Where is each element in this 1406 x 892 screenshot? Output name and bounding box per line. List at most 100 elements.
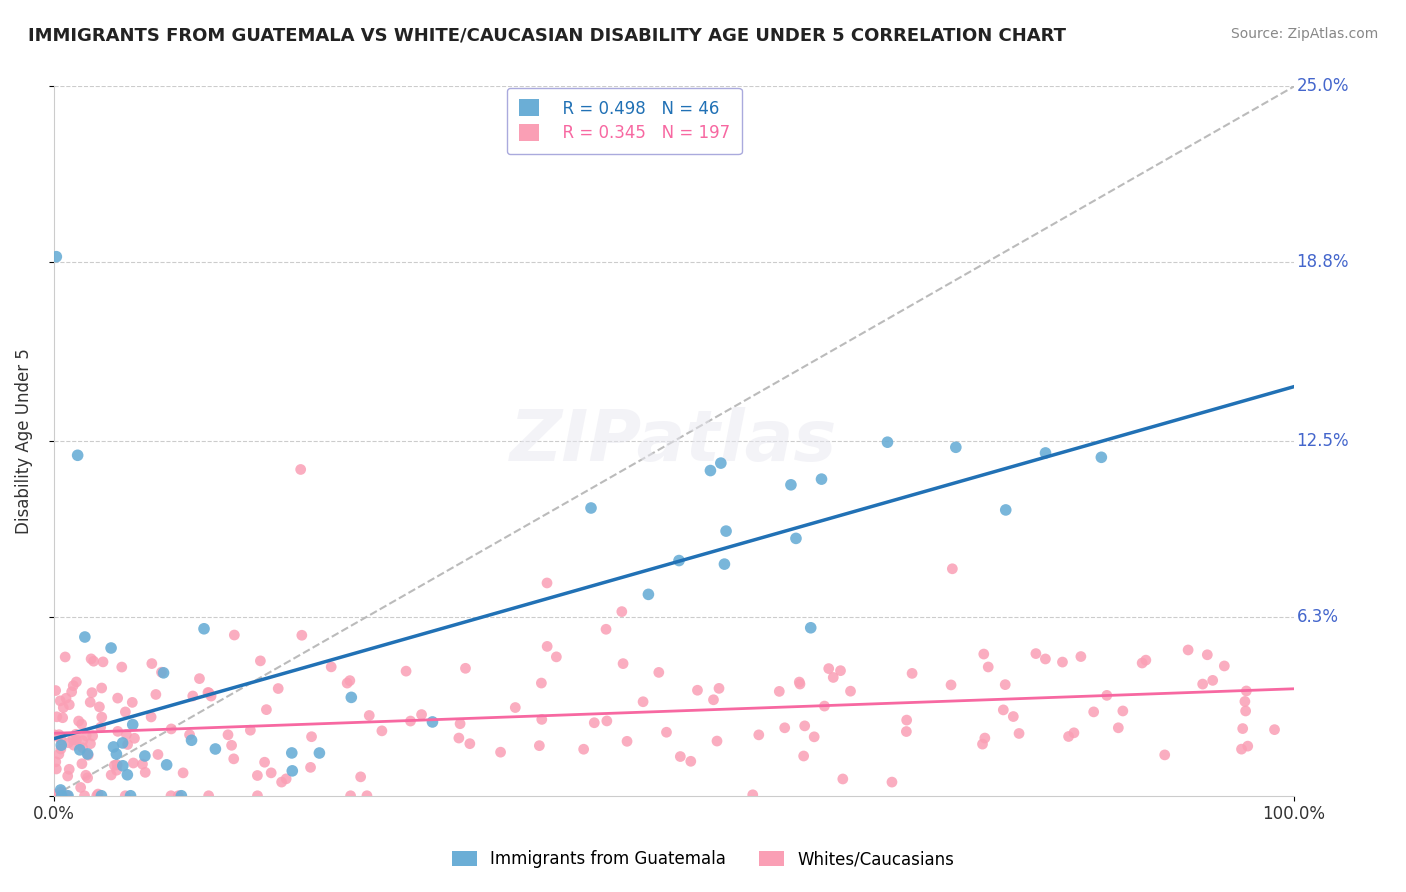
Point	[90, 720, 112, 734]
Point	[793, 749, 815, 764]
Point	[100, 768, 122, 782]
Point	[371, 723, 394, 738]
Point	[58, 736, 80, 750]
Legend:   R = 0.498   N = 46,   R = 0.345   N = 197: R = 0.498 N = 46, R = 0.345 N = 197	[508, 87, 742, 154]
Point	[1035, 446, 1057, 460]
Legend: Immigrants from Guatemala, Whites/Caucasians: Immigrants from Guatemala, Whites/Caucas…	[444, 844, 962, 875]
Point	[536, 576, 558, 591]
Point	[52, 700, 75, 714]
Point	[810, 472, 832, 486]
Point	[291, 628, 314, 642]
Point	[572, 742, 595, 756]
Point	[458, 737, 481, 751]
Point	[180, 733, 202, 747]
Point	[505, 700, 527, 714]
Point	[972, 737, 994, 751]
Point	[76, 771, 98, 785]
Point	[1135, 653, 1157, 667]
Point	[1052, 655, 1074, 669]
Point	[321, 660, 343, 674]
Point	[188, 672, 211, 686]
Point	[454, 661, 477, 675]
Point	[773, 721, 796, 735]
Point	[686, 683, 709, 698]
Point	[896, 724, 918, 739]
Point	[222, 752, 245, 766]
Point	[141, 657, 163, 671]
Point	[83, 654, 105, 668]
Point	[710, 456, 733, 470]
Text: 12.5%: 12.5%	[1296, 432, 1350, 450]
Point	[876, 435, 898, 450]
Point	[56, 769, 79, 783]
Point	[246, 789, 269, 803]
Point	[1233, 694, 1256, 708]
Point	[1230, 742, 1253, 756]
Point	[89, 699, 111, 714]
Point	[449, 716, 471, 731]
Point	[224, 628, 246, 642]
Point	[204, 742, 226, 756]
Point	[51, 738, 73, 752]
Point	[111, 660, 134, 674]
Point	[86, 789, 108, 803]
Point	[70, 756, 93, 771]
Point	[706, 734, 728, 748]
Point	[1063, 726, 1085, 740]
Point	[830, 664, 852, 678]
Point	[1202, 673, 1225, 688]
Point	[281, 746, 304, 760]
Point	[276, 772, 298, 786]
Point	[595, 622, 617, 636]
Point	[105, 763, 128, 777]
Point	[107, 724, 129, 739]
Point	[91, 655, 114, 669]
Point	[103, 758, 125, 772]
Point	[181, 689, 204, 703]
Point	[79, 737, 101, 751]
Point	[1035, 652, 1057, 666]
Point	[44, 728, 66, 742]
Point	[679, 754, 702, 768]
Point	[246, 768, 269, 782]
Point	[107, 691, 129, 706]
Point	[45, 250, 67, 264]
Point	[105, 757, 128, 772]
Point	[73, 789, 96, 803]
Point	[339, 673, 361, 688]
Point	[66, 448, 89, 462]
Point	[44, 788, 66, 802]
Point	[301, 730, 323, 744]
Point	[121, 695, 143, 709]
Point	[803, 730, 825, 744]
Point	[896, 713, 918, 727]
Point	[793, 719, 815, 733]
Point	[111, 759, 134, 773]
Point	[90, 710, 112, 724]
Point	[1095, 689, 1118, 703]
Point	[817, 662, 839, 676]
Point	[65, 727, 87, 741]
Point	[1002, 709, 1025, 723]
Point	[111, 736, 134, 750]
Point	[411, 707, 433, 722]
Point	[197, 685, 219, 699]
Point	[45, 762, 67, 776]
Point	[254, 703, 277, 717]
Point	[45, 755, 67, 769]
Text: 25.0%: 25.0%	[1296, 78, 1348, 95]
Point	[1177, 643, 1199, 657]
Point	[217, 728, 239, 742]
Point	[193, 622, 215, 636]
Point	[1090, 450, 1112, 465]
Point	[583, 715, 606, 730]
Point	[422, 714, 444, 729]
Point	[167, 789, 190, 803]
Point	[631, 695, 654, 709]
Point	[290, 462, 312, 476]
Point	[299, 760, 322, 774]
Point	[669, 749, 692, 764]
Point	[77, 748, 100, 763]
Point	[901, 666, 924, 681]
Point	[596, 714, 619, 728]
